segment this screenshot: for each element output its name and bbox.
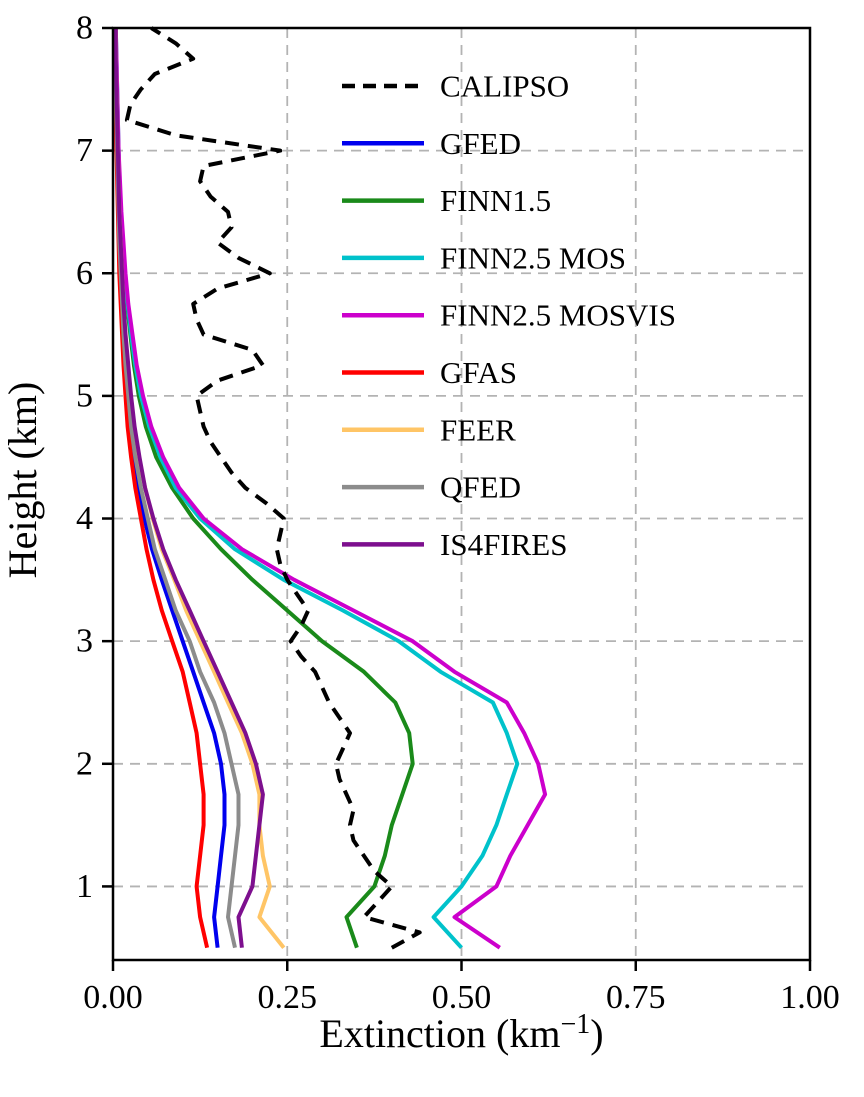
series-line-calipso [124,26,422,950]
legend-label: GFED [440,126,521,161]
y-tick-label: 3 [76,623,93,660]
y-tick-label: 4 [76,500,93,537]
y-tick-label: 6 [76,255,93,292]
legend-item: GFAS [342,355,517,390]
ticks-layer: 0.00 0.25 0.50 0.75 1.00 1 2 3 4 5 6 7 8 [76,10,840,1017]
y-tick-label: 5 [76,377,93,414]
x-tick-label: 0.50 [432,979,492,1016]
x-tick-label: 0.00 [83,979,143,1016]
legend-label: FINN2.5 MOSVIS [440,298,676,333]
y-tick-label: 2 [76,745,93,782]
legend-label: FINN1.5 [440,183,551,218]
legend-label: IS4FIRES [440,527,567,562]
legend-item: CALIPSO [342,69,569,104]
x-tick-label: 0.75 [606,979,666,1016]
y-tick-label: 7 [76,132,93,169]
legend-item: GFED [342,126,521,161]
legend-label: CALIPSO [440,69,569,104]
series-line-gfed [113,27,227,948]
series-line-gfas [112,27,210,949]
legend-label: GFAS [440,355,517,390]
legend-item: FINN2.5 MOS [342,240,626,275]
legend-item: IS4FIRES [342,527,567,562]
legend-label: FEER [440,412,516,447]
y-tick-label: 8 [76,10,93,47]
legend: CALIPSO GFED FINN1.5 FINN2.5 MOS FINN2.5 MOS… [342,69,676,562]
legend-item: FINN2.5 MOSVIS [342,298,676,333]
legend-label: QFED [440,470,521,505]
legend-item: QFED [342,470,521,505]
x-tick-label: 0.25 [258,979,318,1016]
legend-label: FINN2.5 MOS [440,240,626,275]
legend-item: FINN1.5 [342,183,551,218]
x-axis-label: Extinction (km−1) [319,1009,603,1056]
legend-item: FEER [342,412,516,447]
series-line-is4fires [113,28,265,948]
y-axis-label: Height (km) [0,382,45,579]
series-layer [112,26,548,950]
x-tick-label: 1.00 [780,979,840,1016]
y-tick-label: 1 [76,868,93,905]
